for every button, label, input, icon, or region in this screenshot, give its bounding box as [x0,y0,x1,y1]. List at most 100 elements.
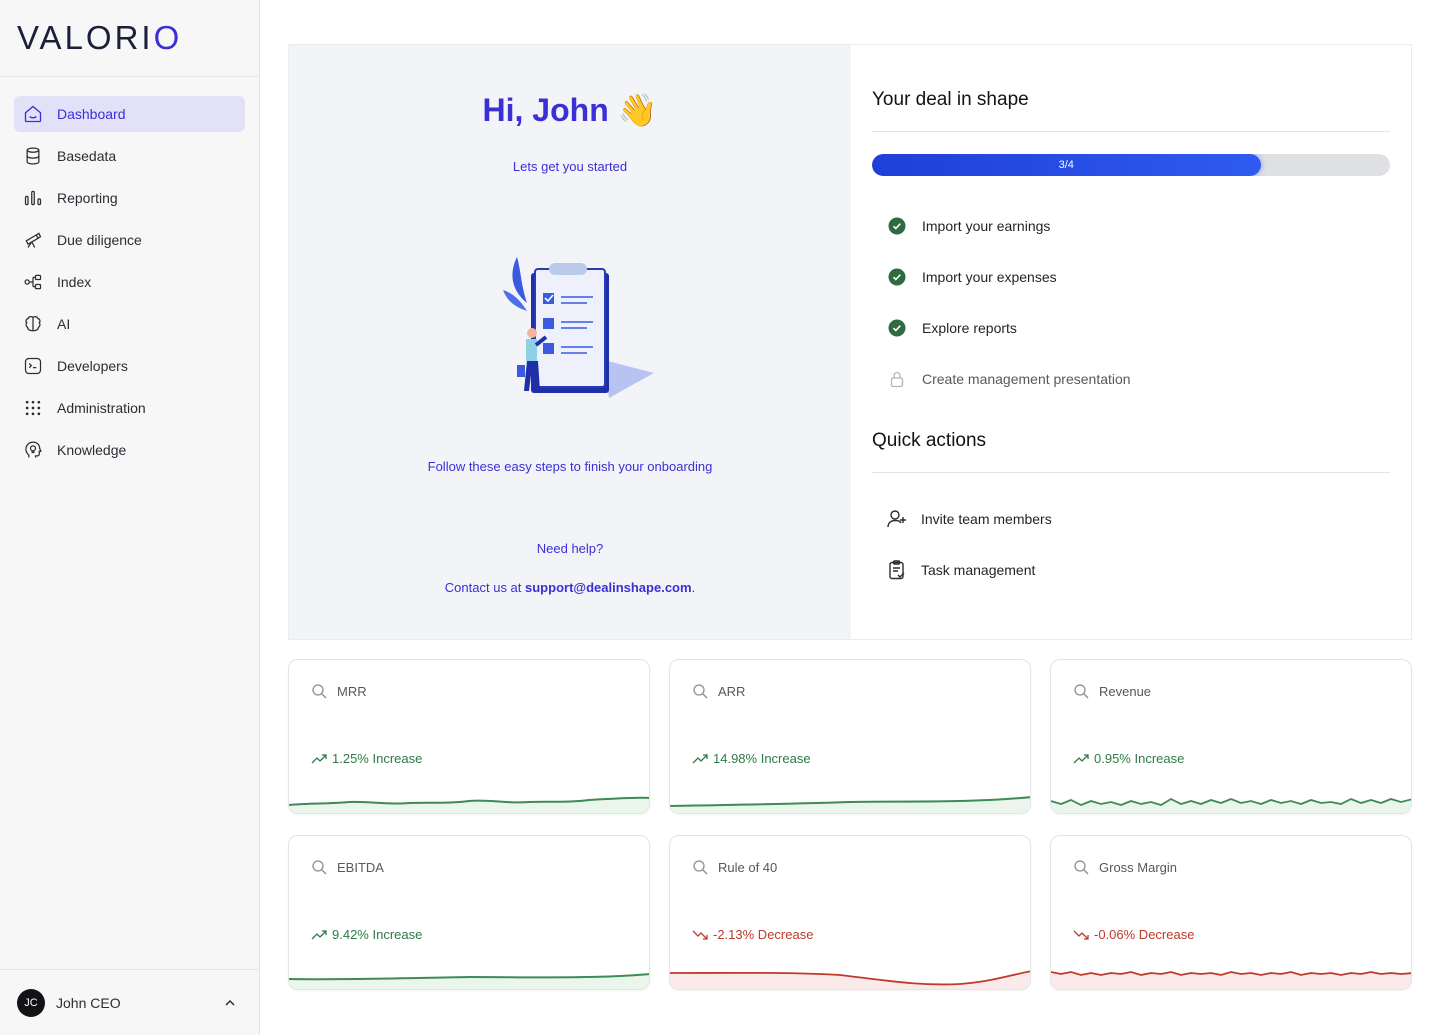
sparkline [670,796,1030,813]
sidebar-item-basedata[interactable]: Basedata [14,138,245,174]
metric-name: MRR [337,683,367,699]
metric-header: ARR [692,683,745,699]
metric-name: Gross Margin [1099,859,1178,875]
logo-text: VALORIO [17,19,183,56]
metric-card-ebitda[interactable]: EBITDA 9.42% Increase [288,835,650,990]
metric-header: EBITDA [311,859,384,875]
sidebar-item-label: Basedata [57,148,117,164]
quick-actions-title: Quick actions [872,430,987,451]
logo[interactable]: VALORIO [0,0,259,77]
trend-up-icon [311,753,327,763]
sidebar-nav: Dashboard Basedata Reporting Due diligen… [0,77,259,468]
metric-name: ARR [718,683,746,699]
metric-card-arr[interactable]: ARR 14.98% Increase [669,659,1031,814]
sidebar-item-index[interactable]: Index [14,264,245,300]
sidebar-item-reporting[interactable]: Reporting [14,180,245,216]
metric-header: Gross Margin [1073,859,1177,875]
step-import-expenses[interactable]: Import your expenses [872,251,1390,302]
trend-up-icon [1073,753,1089,763]
divider [872,131,1390,132]
metric-name: Revenue [1099,683,1152,699]
search-icon [312,860,327,875]
support-email-link[interactable]: support@dealinshape.com [525,580,692,595]
sidebar-item-ai[interactable]: AI [14,306,245,342]
onboarding-instructions: Follow these easy steps to finish your o… [427,459,713,474]
invite-team-members-action[interactable]: Invite team members [872,493,1390,544]
terminal-icon [23,356,43,376]
lock-icon [888,370,906,388]
metric-header: MRR [311,683,367,699]
sidebar: VALORIO Dashboard Basedata Reporting Due… [0,0,260,1035]
metric-card-mrr[interactable]: MRR 1.25% Increase [288,659,650,814]
bar-chart-icon [23,188,43,208]
metric-name: EBITDA [337,859,384,875]
grid-dots-icon [23,398,43,418]
search-icon [1074,860,1089,875]
user-plus-icon [886,508,908,530]
user-menu[interactable]: JC John CEO [0,969,259,1035]
onboarding-illustration [499,245,659,405]
telescope-icon [23,230,43,250]
search-icon [693,860,708,875]
sparkline [670,970,1030,989]
metric-change: 9.42% Increase [311,927,422,942]
search-icon [1074,684,1089,699]
sidebar-item-label: Developers [57,358,128,374]
sparkline [289,796,649,813]
trend-up-icon [692,753,708,763]
deal-progress-section: Your deal in shape 3/4 Import your earni… [851,45,1411,639]
step-import-earnings[interactable]: Import your earnings [872,200,1390,251]
database-icon [23,146,43,166]
metric-header: Rule of 40 [692,859,777,875]
contact-text: Contact us at support@dealinshape.com. [444,580,696,595]
home-icon [23,104,43,124]
deal-title: Your deal in shape [872,89,1029,110]
search-icon [312,684,327,699]
sidebar-item-label: Dashboard [57,106,126,122]
sidebar-item-administration[interactable]: Administration [14,390,245,426]
check-circle-icon [888,319,906,337]
sidebar-item-dashboard[interactable]: Dashboard [14,96,245,132]
onboarding-steps: Import your earnings Import your expense… [872,200,1390,404]
welcome-section: Hi, John 👋 Lets get you started [289,45,851,639]
divider [872,472,1390,473]
avatar: JC [17,988,45,1017]
sidebar-item-label: Index [57,274,92,290]
trend-down-icon [1073,930,1089,940]
quick-actions-list: Invite team members Task management [872,493,1390,595]
step-management-presentation: Create management presentation [872,353,1390,404]
metric-card-gross-margin[interactable]: Gross Margin -0.06% Decrease [1050,835,1412,990]
sidebar-item-label: AI [57,316,71,332]
sidebar-item-knowledge[interactable]: Knowledge [14,432,245,468]
clipboard-check-icon [886,559,908,581]
trend-down-icon [692,930,708,940]
chevron-up-icon[interactable] [215,997,245,1009]
sidebar-item-label: Due diligence [57,232,142,248]
metric-card-revenue[interactable]: Revenue 0.95% Increase [1050,659,1412,814]
metric-header: Revenue [1073,683,1151,699]
check-circle-icon [888,217,906,235]
metric-change: -2.13% Decrease [692,927,813,942]
metric-cards: MRR 1.25% Increase ARR 14.98% Increase R… [288,659,1412,990]
sparkline [289,973,649,989]
sparkline [1051,797,1411,813]
sidebar-item-due-diligence[interactable]: Due diligence [14,222,245,258]
user-name: John CEO [56,994,121,1011]
task-management-action[interactable]: Task management [872,544,1390,595]
sidebar-item-label: Administration [57,400,146,416]
check-circle-icon [888,268,906,286]
metric-change: 1.25% Increase [311,751,422,766]
metric-name: Rule of 40 [718,859,778,875]
onboarding-panel: Hi, John 👋 Lets get you started [288,44,1412,640]
step-explore-reports[interactable]: Explore reports [872,302,1390,353]
metric-card-rule-of-40[interactable]: Rule of 40 -2.13% Decrease [669,835,1031,990]
progress-fill [872,154,1261,176]
sidebar-item-label: Reporting [57,190,118,206]
need-help-text: Need help? [536,541,604,556]
sidebar-item-label: Knowledge [57,442,127,458]
sidebar-item-developers[interactable]: Developers [14,348,245,384]
greeting-subtitle: Lets get you started [512,159,628,174]
search-icon [693,684,708,699]
network-icon [23,272,43,292]
onboarding-progress-bar: 3/4 [872,154,1390,176]
